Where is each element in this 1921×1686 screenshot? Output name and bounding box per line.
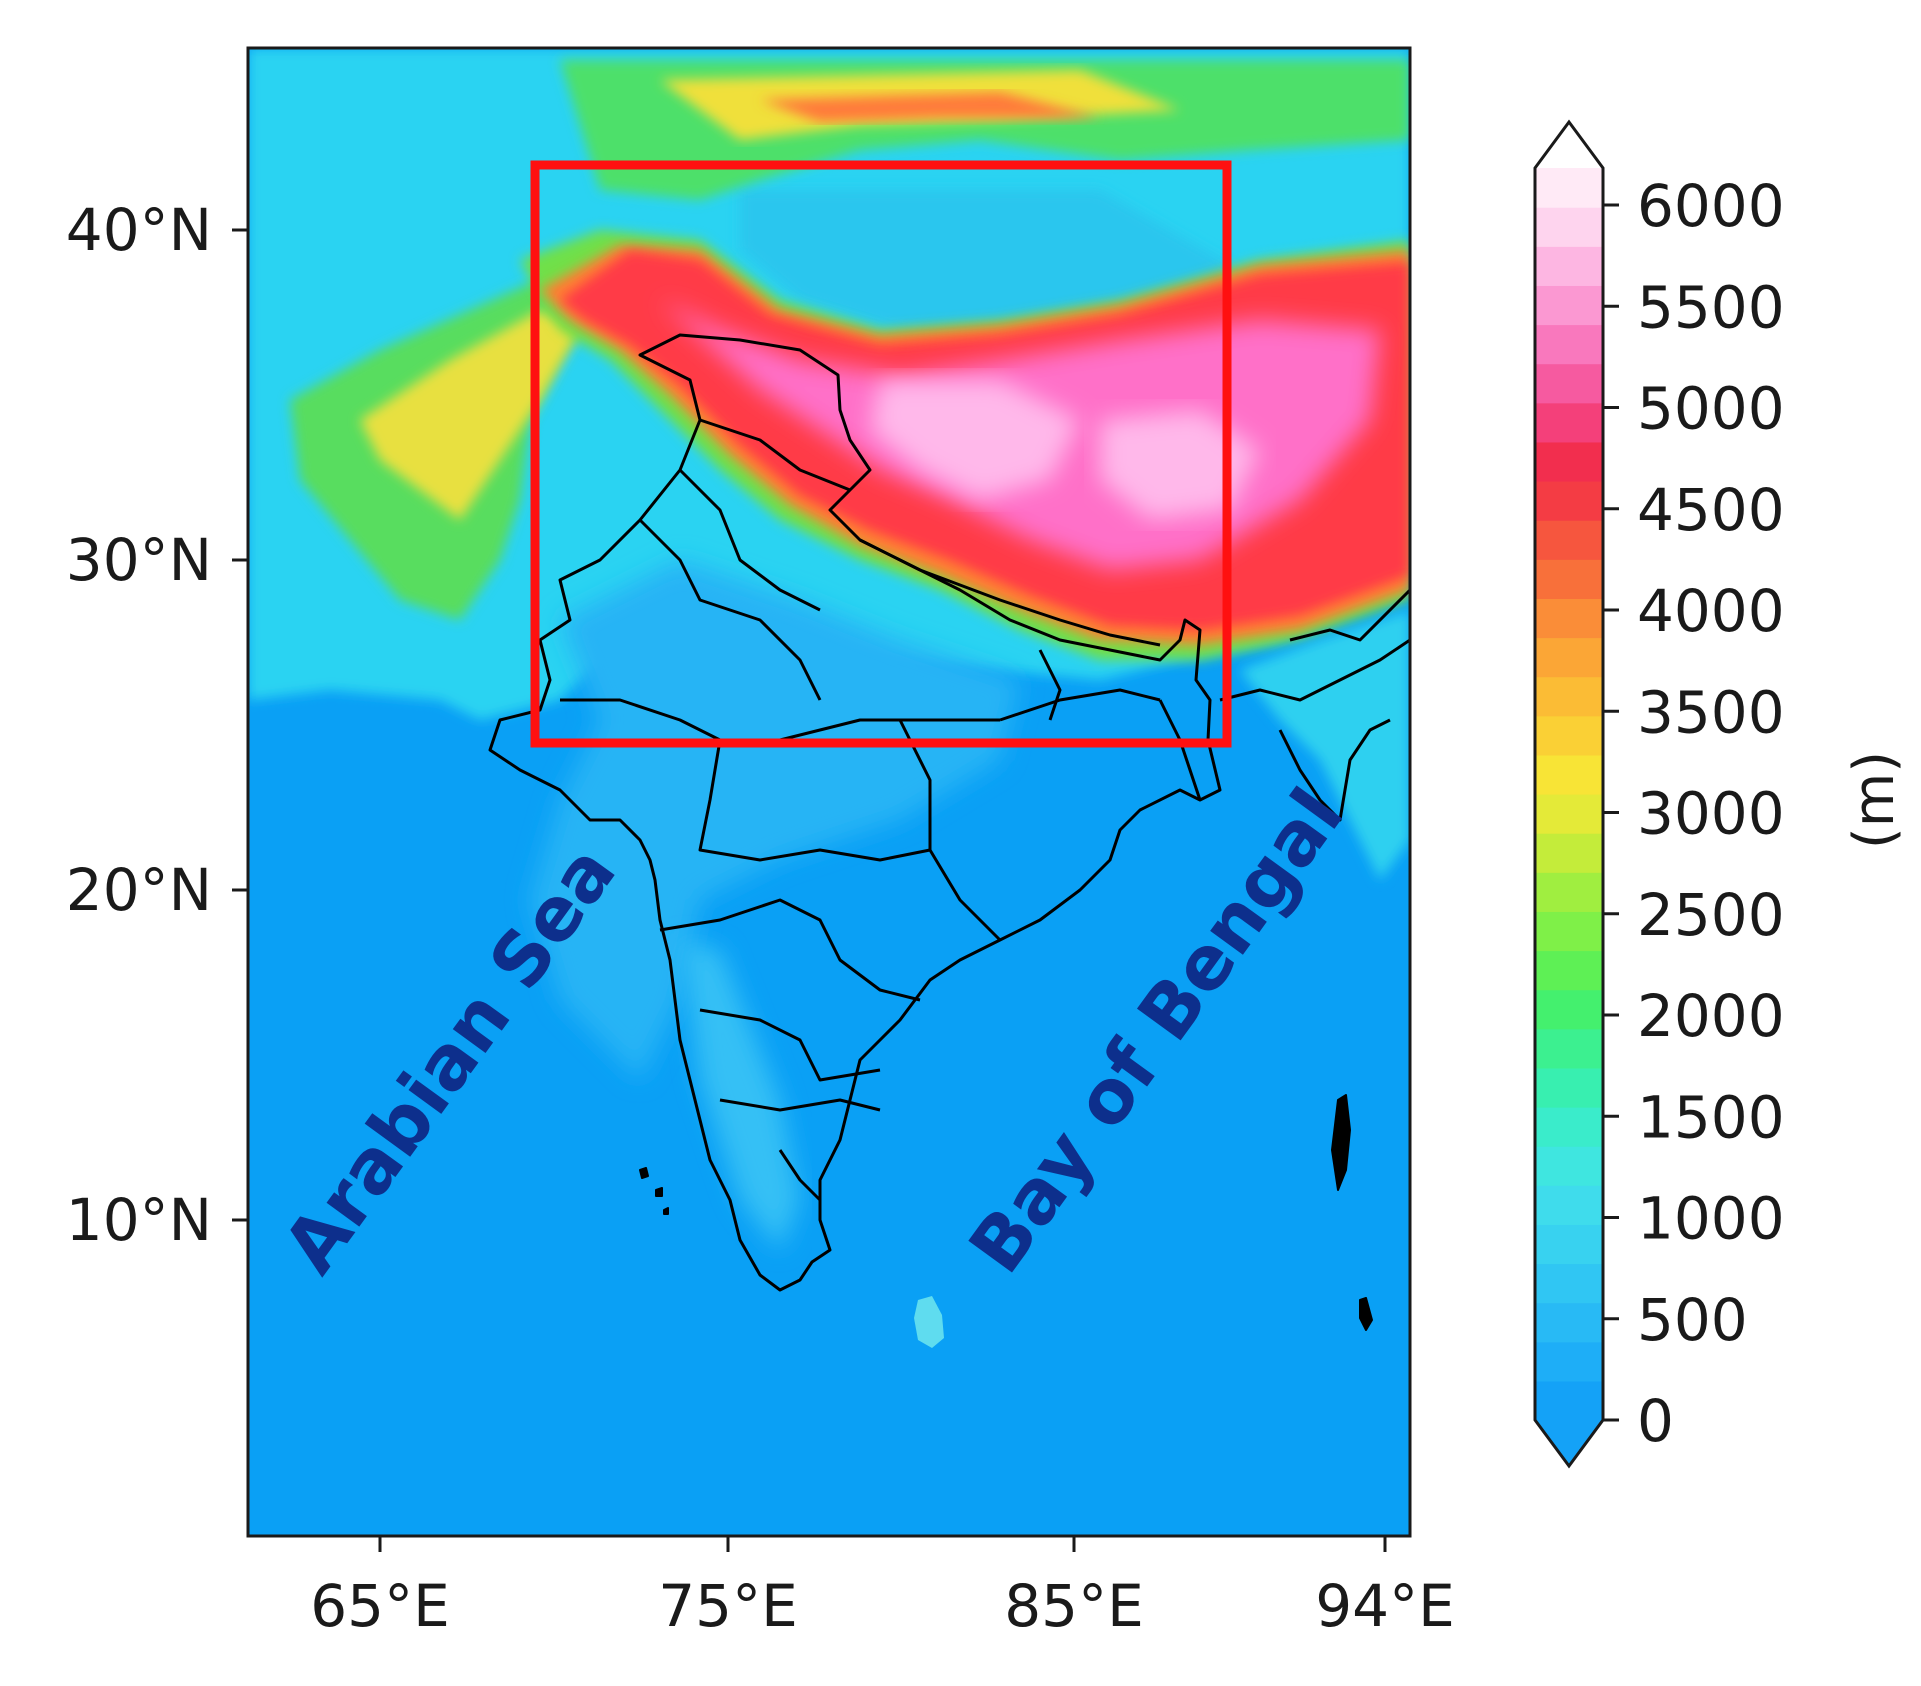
state-border-1 — [699, 418, 851, 492]
colorbar-segment — [1535, 207, 1603, 247]
lon-tick-label-65: 65°E — [310, 1572, 449, 1640]
colorbar-tick-label: 1500 — [1637, 1083, 1785, 1151]
terrain-lightpink-tibet — [870, 380, 1080, 500]
lat-tick-label-20: 20°N — [66, 856, 212, 924]
state-border-5 — [698, 739, 931, 862]
colorbar-segment — [1535, 872, 1603, 912]
nepal-china-border — [859, 538, 1161, 647]
state-border-8 — [699, 1008, 881, 1082]
map-panel: Arabian Sea Bay of Bengal — [248, 48, 1410, 1536]
colorbar-tick-label: 5500 — [1637, 273, 1785, 341]
lon-tick-label-75: 75°E — [658, 1572, 797, 1640]
state-border-7 — [659, 898, 921, 1002]
colorbar-tick-label: 5000 — [1637, 375, 1785, 443]
map-frame — [246, 46, 1412, 1538]
lon-axis — [378, 1536, 1387, 1552]
terrain-orange-tianshan — [760, 92, 1100, 122]
state-border-6 — [898, 719, 1002, 942]
colorbar-tick-label: 1000 — [1637, 1185, 1785, 1253]
colorbar-tick-label: 4000 — [1637, 577, 1785, 645]
state-border-2 — [678, 468, 821, 612]
colorbar-tick-label: 2000 — [1637, 982, 1785, 1050]
colorbar-segment — [1535, 520, 1603, 560]
country-borders — [488, 333, 1410, 1331]
bhutan-border — [1289, 588, 1410, 642]
colorbar-segment — [1535, 324, 1603, 365]
terrain-sri-lanka — [914, 1296, 944, 1348]
lon-tick-label-85: 85°E — [1004, 1572, 1143, 1640]
india-outline — [488, 333, 1222, 1292]
colorbar-segment — [1535, 285, 1603, 326]
colorbar-segment — [1535, 715, 1603, 756]
colorbar-segment — [1535, 833, 1603, 873]
terrain-yellow-afghan — [360, 310, 580, 520]
colorbar-segment — [1535, 1067, 1603, 1108]
colorbar-segment — [1535, 559, 1603, 599]
colorbar-ticks: 0 500 1000 1500 2000 2500 3000 3500 4000 4500 5000… — [1603, 172, 1785, 1455]
myanmar-coast — [1278, 718, 1391, 822]
study-domain-box — [530, 160, 1232, 748]
state-border-10 — [778, 1149, 822, 1202]
colorbar-segment — [1535, 168, 1603, 208]
colorbar-segment — [1535, 989, 1603, 1030]
colorbar-tick-label: 3500 — [1637, 678, 1785, 746]
terrain-western-ghats — [680, 940, 800, 1250]
colorbar-segment — [1535, 1028, 1603, 1069]
colorbar-segment — [1535, 1146, 1603, 1186]
state-border-11 — [999, 688, 1161, 722]
terrain-indian-plains — [530, 560, 1020, 1080]
terrain-lightpink-tibet-east — [1100, 410, 1260, 520]
lat-tick-label-30: 30°N — [66, 526, 212, 594]
terrain-layers — [248, 48, 1410, 1348]
state-border-12 — [1038, 649, 1062, 721]
nicobar-islands — [1359, 1297, 1373, 1331]
colorbar-segment — [1535, 1263, 1603, 1304]
colorbar-segment — [1535, 1341, 1603, 1382]
colorbar-tick-label: 0 — [1637, 1387, 1674, 1455]
lat-tick-label-10: 10°N — [66, 1186, 212, 1254]
colorbar-segment — [1535, 402, 1603, 443]
lat-tick-label-40: 40°N — [66, 196, 212, 264]
colorbar — [1533, 119, 1605, 1469]
colorbar-extend-min — [1535, 1420, 1603, 1466]
colorbar-segment — [1535, 637, 1603, 678]
colorbar-tick-label: 2500 — [1637, 881, 1785, 949]
colorbar-tick-label: 3000 — [1637, 780, 1785, 848]
colorbar-segment — [1535, 754, 1603, 795]
colorbar-segment — [1535, 794, 1603, 834]
colorbar-segment — [1535, 950, 1603, 991]
lat-axis — [232, 228, 248, 1222]
colorbar-segment — [1535, 441, 1603, 482]
colorbar-segment — [1535, 676, 1603, 717]
colorbar-segment — [1535, 598, 1603, 639]
lakshadweep-islands — [639, 1167, 669, 1215]
colorbar-segment — [1535, 1302, 1603, 1343]
colorbar-unit-label: (m) — [1842, 751, 1907, 849]
state-border-9 — [719, 1098, 881, 1112]
andaman-islands — [1331, 1094, 1351, 1191]
myanmar-border — [1219, 638, 1410, 702]
colorbar-tick-label: 500 — [1637, 1286, 1748, 1354]
colorbar-extend-max — [1535, 122, 1603, 168]
terrain-myanmar-hills — [1240, 610, 1410, 880]
colorbar-tick-label: 4500 — [1637, 476, 1785, 544]
colorbar-segment — [1535, 1380, 1603, 1421]
colorbar-segment — [1535, 246, 1603, 286]
colorbar-segment — [1535, 911, 1603, 952]
colorbar-segment — [1535, 1107, 1603, 1147]
lon-tick-label-94: 94°E — [1315, 1572, 1454, 1640]
colorbar-segment — [1535, 481, 1603, 521]
colorbar-tick-label: 6000 — [1637, 172, 1785, 240]
colorbar-segment — [1535, 1185, 1603, 1225]
colorbar-segment — [1535, 1224, 1603, 1265]
state-border-3 — [638, 518, 822, 701]
colorbar-segment — [1535, 363, 1603, 404]
